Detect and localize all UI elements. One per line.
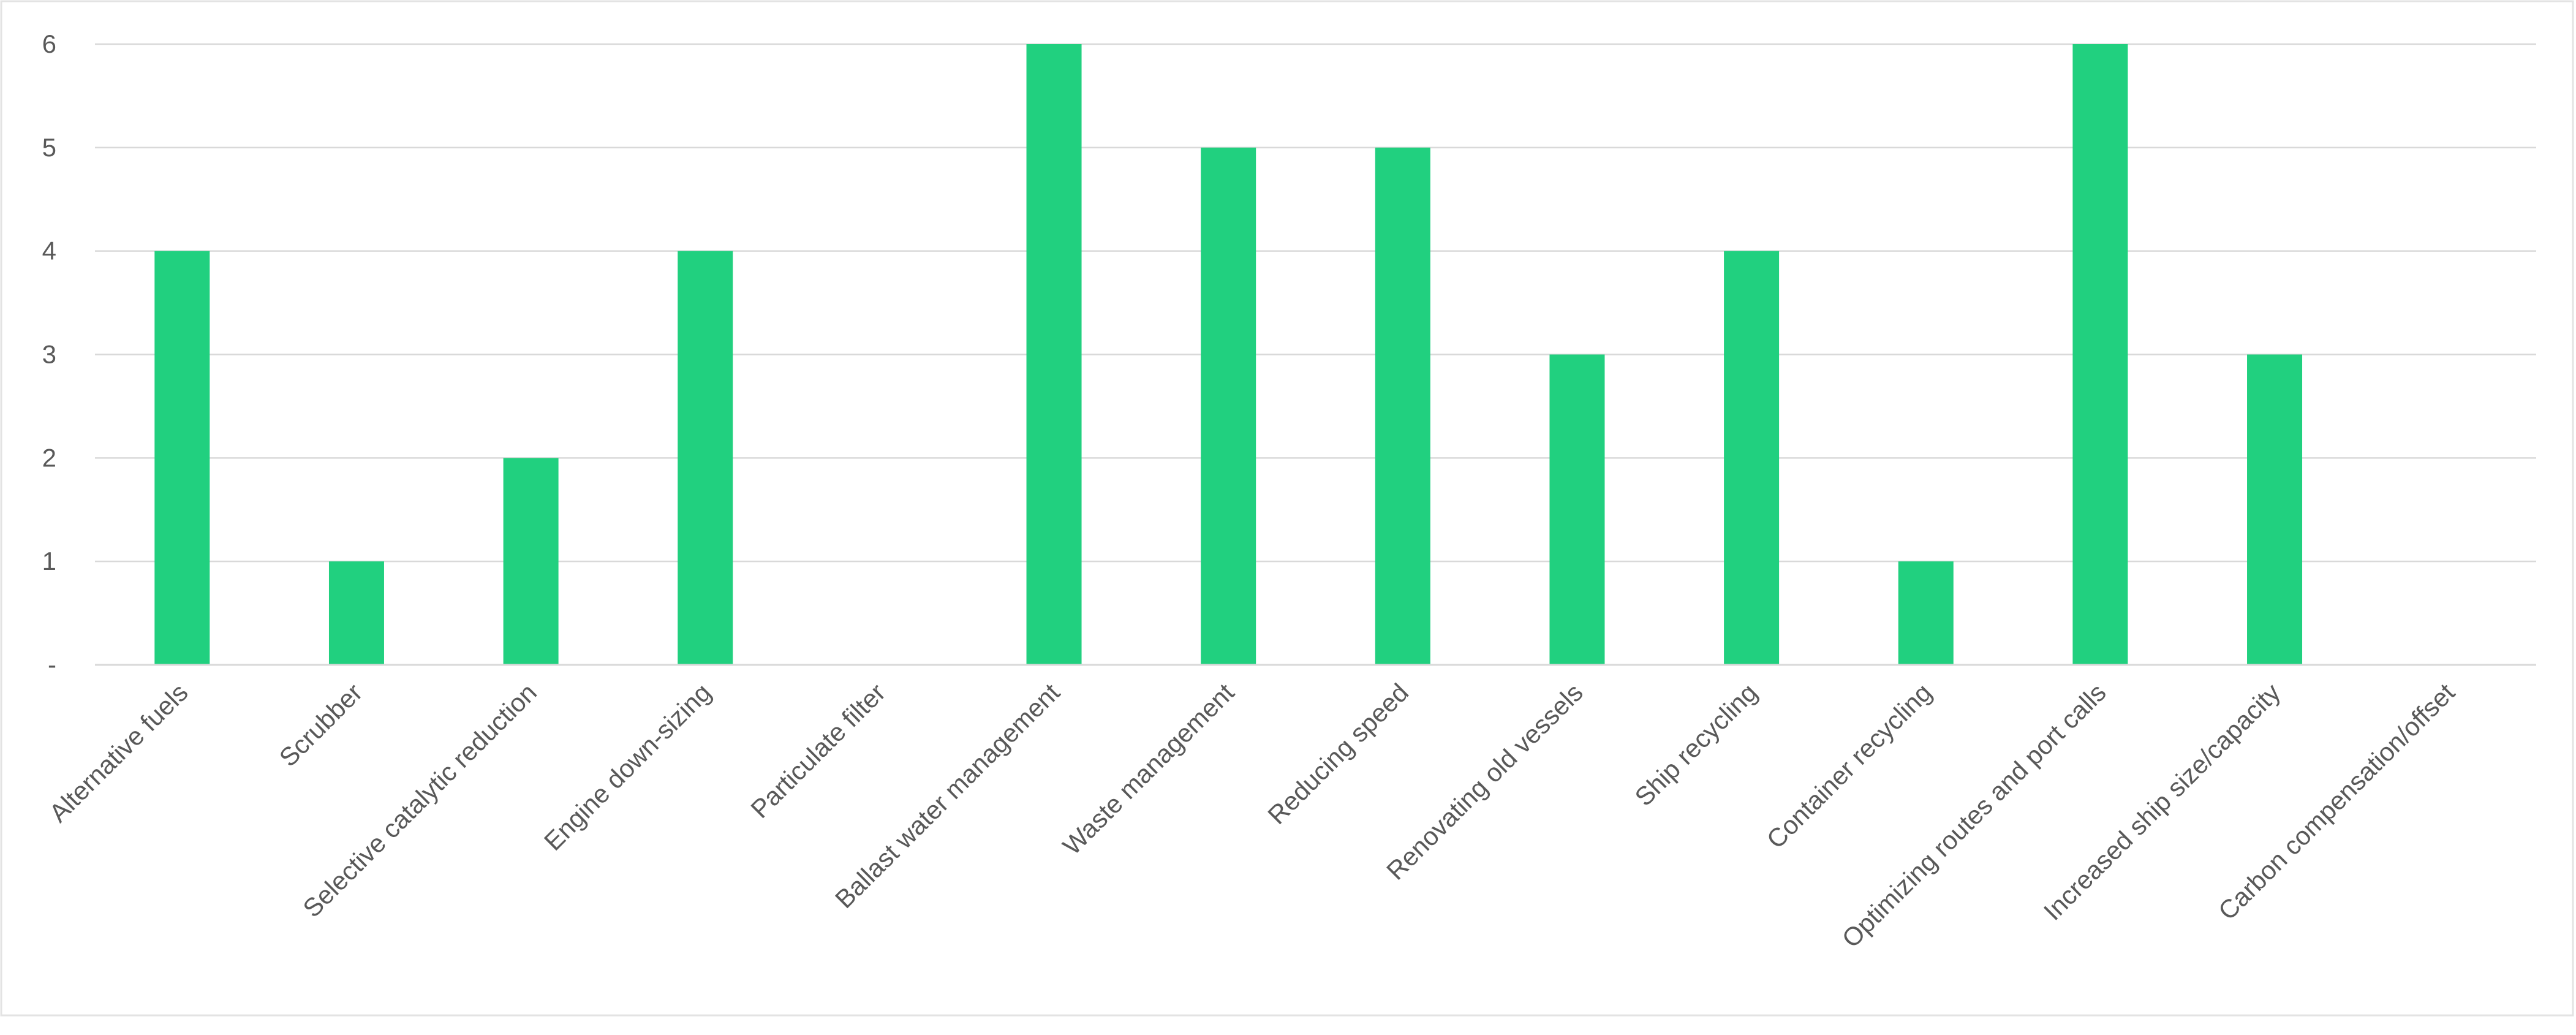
y-tick-label: 2	[42, 443, 56, 472]
bar	[503, 458, 559, 665]
x-category-label: Container recycling	[1761, 678, 1937, 854]
bar	[1375, 147, 1430, 665]
x-category-label: Engine down-sizing	[538, 678, 717, 856]
gridlines	[95, 43, 2536, 563]
y-tick-label: 3	[42, 340, 56, 369]
y-tick-label: 1	[42, 547, 56, 575]
bar	[2072, 44, 2128, 665]
bar	[678, 251, 733, 665]
bar	[154, 251, 210, 665]
y-tick-label: 4	[42, 237, 56, 265]
bar	[2247, 354, 2303, 665]
bar	[1026, 44, 1082, 665]
x-category-label: Renovating old vessels	[1381, 678, 1588, 885]
x-category-label: Scrubber	[274, 678, 368, 772]
bar	[1549, 354, 1605, 665]
x-category-label: Ship recycling	[1629, 678, 1762, 811]
y-axis-tick-labels: - 1 2 3 4 5 6	[42, 29, 56, 679]
bar	[1201, 147, 1256, 665]
bar	[328, 561, 384, 665]
x-category-label: Waste management	[1057, 678, 1240, 860]
x-category-label: Alternative fuels	[43, 678, 194, 828]
x-category-label: Reducing speed	[1262, 678, 1414, 830]
x-category-label: Particulate filter	[745, 678, 891, 824]
bar	[1724, 251, 1780, 665]
bars	[154, 44, 2303, 665]
bar	[1898, 561, 1954, 665]
y-tick-label: -	[48, 650, 56, 679]
y-tick-label: 6	[42, 29, 56, 58]
y-tick-label: 5	[42, 133, 56, 162]
